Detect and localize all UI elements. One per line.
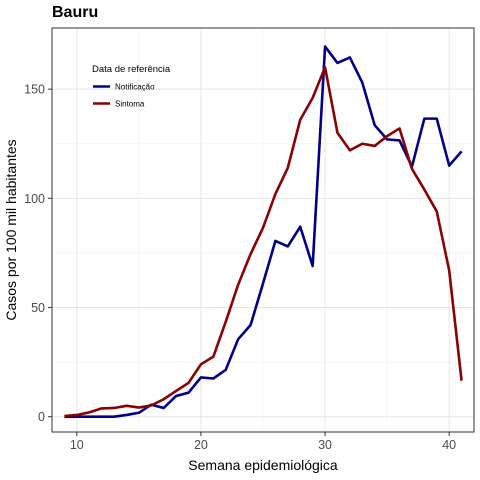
legend-label-0: Notificação [115,83,155,92]
x-tick-label: 20 [194,438,208,452]
y-tick-label: 50 [31,301,45,315]
chart-title: Bauru [52,4,98,21]
y-tick-label: 150 [24,83,45,97]
x-tick-label: 10 [70,438,84,452]
series-line-notificacao [64,45,463,419]
y-tick-label: 100 [24,192,45,206]
legend-title: Data de referência [92,64,171,75]
legend-label-1: Sintoma [115,100,145,109]
x-axis-title: Semana epidemiológica [188,457,338,473]
plot-panel-border [51,27,475,433]
minor-gridlines [52,28,474,432]
y-tick-label: 0 [38,410,45,424]
legend: Data de referência Notificação Sintoma [92,64,171,109]
series-line-sintoma [64,66,463,418]
legend-entries: Notificação Sintoma [93,83,155,109]
tick-layer: 10 20 30 40 0 50 100 150 [24,83,456,452]
y-axis-title: Casos por 100 mil habitantes [3,139,19,320]
x-tick-label: 30 [318,438,332,452]
x-tick-label: 40 [442,438,456,452]
series-layer [64,45,463,419]
